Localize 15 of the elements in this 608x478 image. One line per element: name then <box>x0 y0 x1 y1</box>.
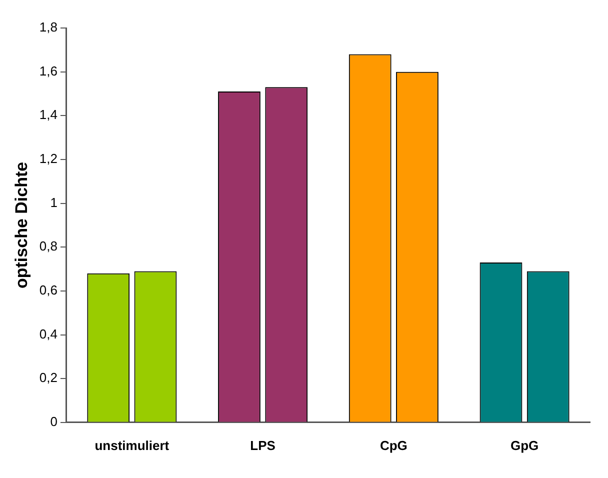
y-tick-label: 1 <box>50 194 58 210</box>
y-tick-label: 0,6 <box>39 282 58 298</box>
x-tick-label: CpG <box>380 438 408 453</box>
y-tick-label: 1,8 <box>39 20 58 35</box>
y-tick-label: 1,4 <box>39 107 58 122</box>
x-tick-label: unstimuliert <box>94 438 170 453</box>
y-tick-label: 0 <box>50 414 58 429</box>
y-tick-label: 0,8 <box>39 238 58 254</box>
y-tick-label: 1,2 <box>39 151 58 166</box>
y-tick-label: 0,2 <box>39 370 58 386</box>
x-tick-label: GpG <box>510 438 539 453</box>
y-axis-title: optische Dichte <box>12 162 31 288</box>
x-tick-label: LPS <box>250 438 276 453</box>
y-tick-label: 1,6 <box>39 63 58 78</box>
y-tick-label: 0,4 <box>39 326 58 342</box>
